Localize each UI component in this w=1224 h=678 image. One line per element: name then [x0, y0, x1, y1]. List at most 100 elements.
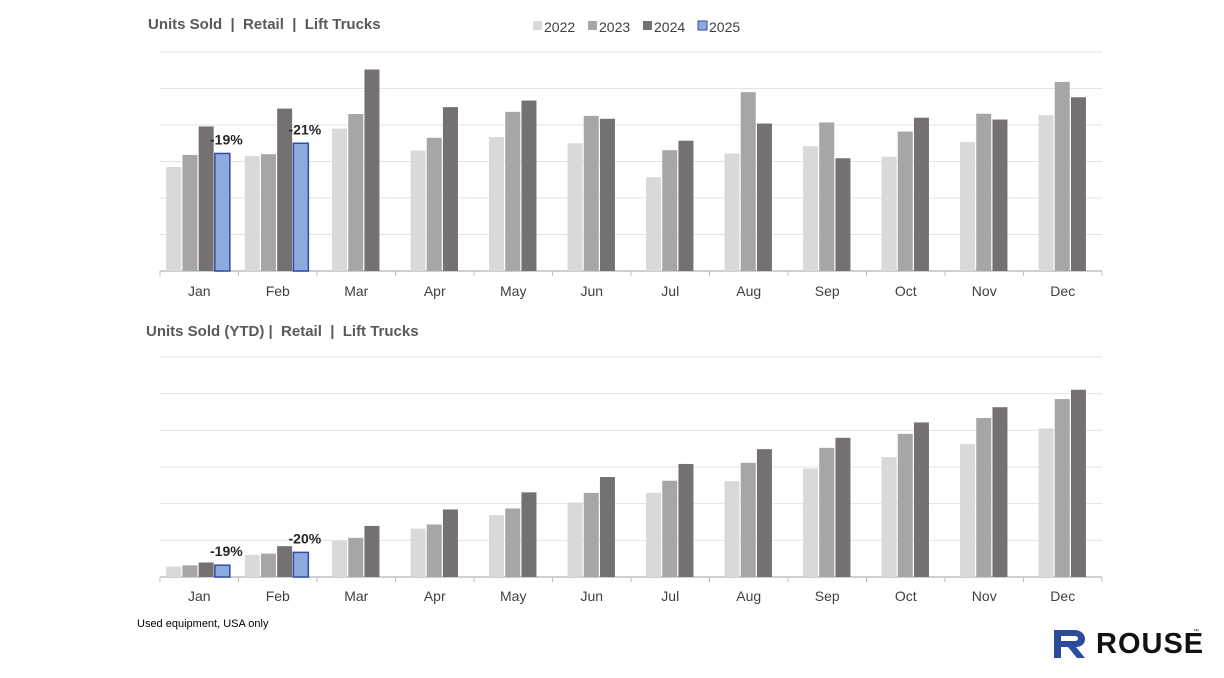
- trademark-symbol: ™: [1193, 629, 1199, 635]
- chart-1-bar-2022-jun: [567, 143, 583, 271]
- chart-1-bar-2022-aug: [724, 153, 740, 271]
- chart-2-bar-2023-mar: [348, 537, 364, 577]
- chart-2-bar-2024-jan: [198, 562, 214, 577]
- chart-1-bar-2022-sep: [803, 146, 819, 271]
- chart-2-bar-2023-nov: [976, 418, 992, 577]
- chart-1-bar-2022-jan: [166, 166, 182, 271]
- chart-1-x-tick-label: Jan: [188, 283, 211, 299]
- chart-2-x-tick-label: Mar: [344, 588, 368, 604]
- chart-1-bar-2024-feb: [277, 108, 293, 271]
- chart-2-x-tick-label: Jun: [580, 588, 603, 604]
- chart-2-bar-2024-nov: [992, 407, 1008, 577]
- chart-1-bar-2024-aug: [756, 123, 772, 271]
- chart-2-bar-2023-jan: [182, 565, 198, 577]
- chart-2-bar-2023-jun: [583, 492, 599, 577]
- chart-1-bar-2023-oct: [897, 131, 913, 271]
- chart-1-bar-2023-aug: [740, 92, 756, 272]
- chart-2-x-tick-label: Jan: [188, 588, 211, 604]
- chart-1-x-tick-label: Oct: [895, 283, 917, 299]
- chart-1-bar-2024-jan: [198, 126, 214, 272]
- chart-2-bar-2025-feb: [292, 551, 310, 578]
- chart-1-bar-2023-may: [505, 111, 521, 271]
- chart-1-data-label: -19%: [210, 131, 243, 147]
- chart-2-x-tick-label: Dec: [1050, 588, 1075, 604]
- chart-1-x-tick-label: Feb: [266, 283, 290, 299]
- chart-1-x-tick-label: Jul: [661, 283, 679, 299]
- rouse-logo-icon: [1054, 630, 1085, 658]
- chart-1-bar-2022-oct: [881, 156, 897, 271]
- chart-1-bar-2023-jun: [583, 115, 599, 271]
- chart-2-bar-2024-may: [521, 492, 537, 577]
- legend: 2022 2023 2024 2025: [533, 19, 740, 35]
- chart-2-bar-2022-feb: [244, 555, 260, 577]
- chart-2-title: Units Sold (YTD) | Retail | Lift Trucks: [146, 323, 419, 340]
- chart-1-x-tick-label: Aug: [736, 283, 761, 299]
- chart-1-bar-2023-dec: [1054, 81, 1070, 272]
- chart-2-bar-2022-may: [489, 515, 505, 577]
- chart-2-bar-2022-jul: [646, 492, 662, 577]
- chart-1-bar-2024-nov: [992, 119, 1008, 272]
- chart-1-bar-2023-sep: [819, 122, 835, 271]
- chart-1-x-tick-label: May: [500, 283, 526, 299]
- chart-1-bar-2024-jul: [678, 140, 694, 271]
- legend-label-2025: 2025: [709, 19, 740, 35]
- chart-1-bar-2024-jun: [599, 118, 615, 271]
- chart-2-bar-2024-feb: [277, 546, 293, 577]
- chart-2-bar-2024-sep: [835, 437, 851, 577]
- legend-swatch-2024: [643, 21, 652, 30]
- legend-label-2022: 2022: [544, 19, 575, 35]
- chart-1-x-tick-label: Jun: [580, 283, 603, 299]
- chart-1-bar-2023-jul: [662, 150, 678, 271]
- chart-1-bar-2022-nov: [960, 142, 976, 271]
- chart-2-bar-2024-oct: [913, 422, 929, 577]
- chart-2-bar-2022-oct: [881, 457, 897, 577]
- legend-swatch-2023: [588, 21, 597, 30]
- chart-2-bar-2023-apr: [426, 524, 442, 577]
- chart-1-bar-2023-apr: [426, 137, 442, 271]
- chart-1-bar-2024-dec: [1070, 97, 1086, 271]
- chart-2-bar-2023-aug: [740, 462, 756, 577]
- legend-swatch-2025: [697, 20, 708, 31]
- chart-1-data-label: -21%: [289, 121, 322, 137]
- chart-2-x-tick-label: Aug: [736, 588, 761, 604]
- chart-1-title: Units Sold | Retail | Lift Trucks: [148, 16, 381, 33]
- chart-1-bar-2024-oct: [913, 117, 929, 271]
- chart-2-x-tick-label: Oct: [895, 588, 917, 604]
- chart-1-bar-2022-feb: [244, 156, 260, 271]
- chart-1-bar-2025-feb: [292, 142, 310, 272]
- chart-1-bar-2024-sep: [835, 158, 851, 271]
- chart-2-plot: Jan Feb Mar Apr May Jun Jul Aug Sep Oct Nov Dec -19%…: [159, 356, 1103, 604]
- chart-2-bar-2023-may: [505, 508, 521, 577]
- chart-1-bar-2022-dec: [1038, 115, 1054, 272]
- chart-1-bar-2024-may: [521, 100, 537, 271]
- chart-2-x-tick-label: Feb: [266, 588, 290, 604]
- rouse-wordmark: ROUSE: [1096, 628, 1205, 660]
- chart-2-x-tick-label: Apr: [424, 588, 446, 604]
- chart-2-x-tick-label: Sep: [815, 588, 840, 604]
- chart-1-bar-2022-may: [489, 137, 505, 271]
- chart-2-bar-2022-apr: [410, 528, 426, 577]
- chart-2-bar-2022-mar: [332, 540, 348, 577]
- chart-2-bar-2024-jun: [599, 477, 615, 577]
- chart-2-bar-2022-jan: [166, 566, 182, 577]
- chart-2-bar-2023-feb: [260, 553, 276, 577]
- chart-1-bar-2025-jan: [214, 152, 231, 272]
- chart-1-bar-2024-apr: [442, 107, 458, 272]
- chart-2-bar-2024-mar: [364, 525, 380, 577]
- chart-2-bar-2023-oct: [897, 433, 913, 577]
- chart-2-data-label: -20%: [289, 530, 322, 546]
- legend-label-2023: 2023: [599, 19, 630, 35]
- chart-2-bar-2025-jan: [214, 564, 231, 578]
- chart-1-bar-2024-mar: [364, 69, 380, 272]
- chart-1-bar-2022-mar: [332, 128, 348, 271]
- chart-1-bar-2023-mar: [348, 114, 364, 271]
- rouse-logo: ROUSE ™: [1052, 626, 1203, 662]
- legend-swatch-2022: [533, 21, 542, 30]
- chart-1-x-tick-label: Apr: [424, 283, 446, 299]
- footnote: Used equipment, USA only: [137, 618, 269, 630]
- chart-1-plot: Jan Feb Mar Apr May Jun Jul Aug Sep Oct Nov Dec -19%…: [159, 51, 1103, 299]
- chart-2-bar-2022-nov: [960, 444, 976, 577]
- chart-1-x-tick-label: Nov: [972, 283, 997, 299]
- chart-2-data-label: -19%: [210, 543, 243, 559]
